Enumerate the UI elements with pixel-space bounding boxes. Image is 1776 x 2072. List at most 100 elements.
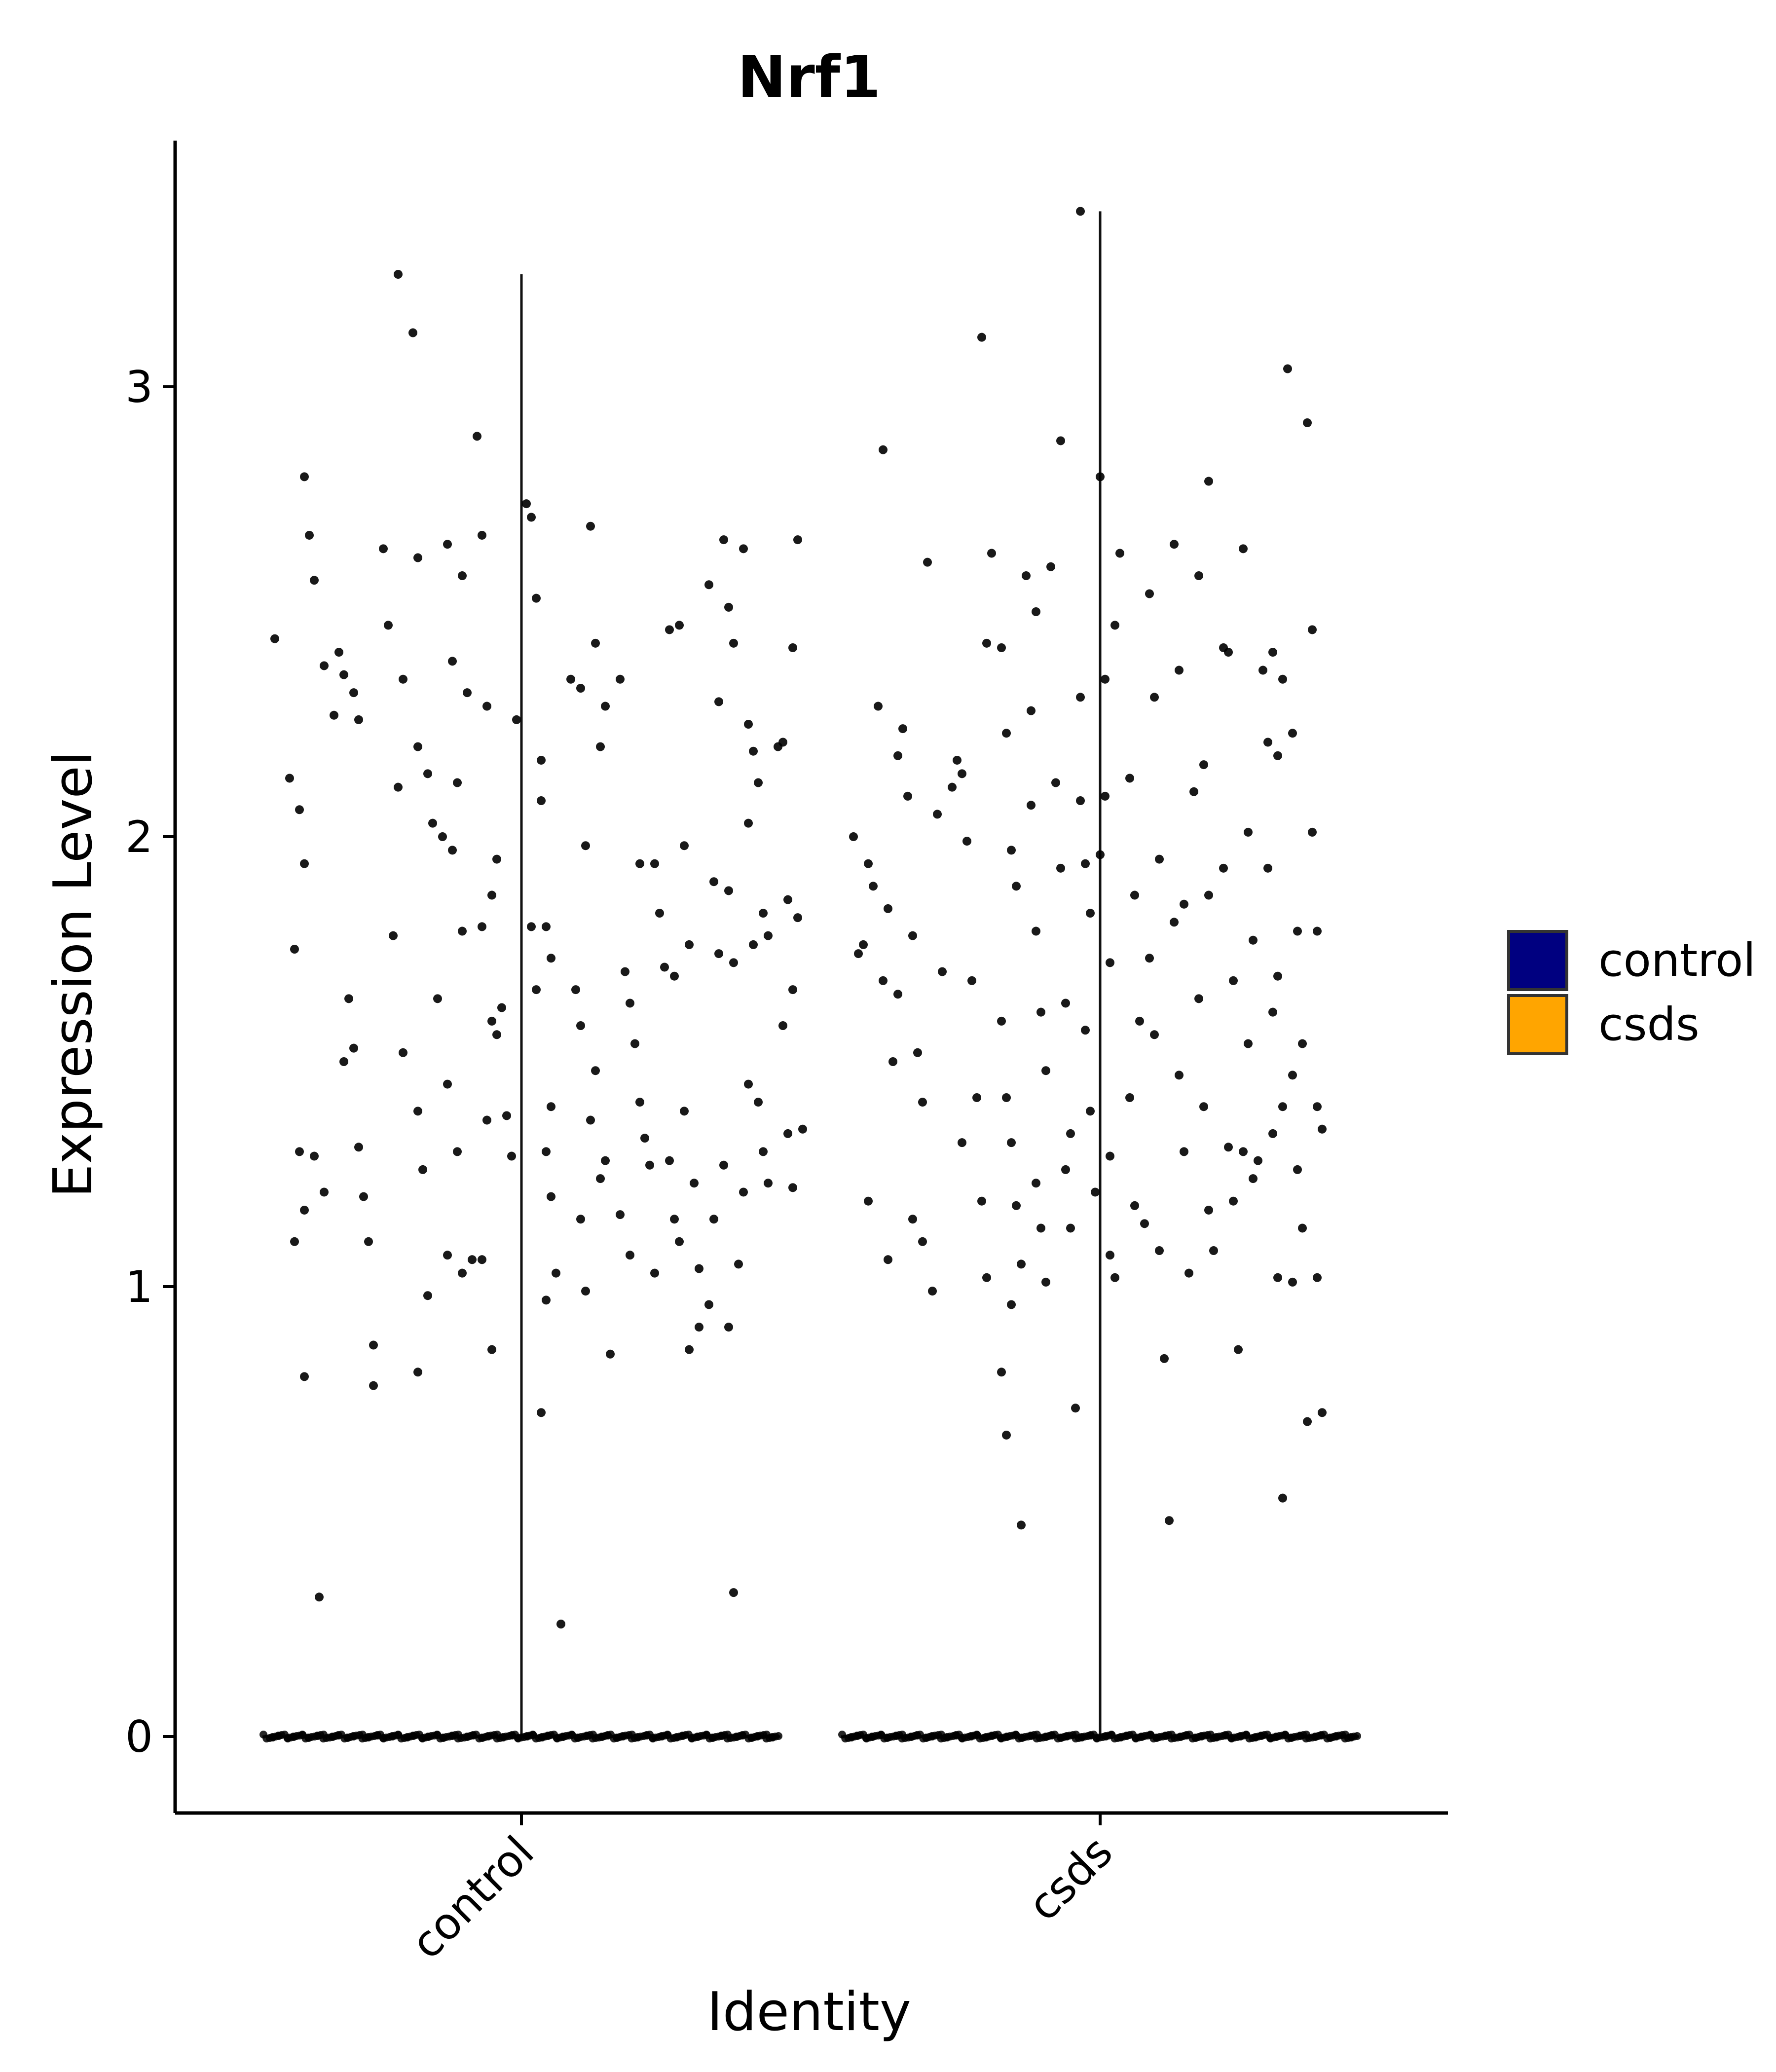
zero-band-csds — [838, 1731, 1361, 1742]
data-point — [1254, 1156, 1262, 1165]
data-point — [290, 1237, 299, 1246]
data-point — [468, 1255, 477, 1264]
data-point — [285, 774, 294, 783]
y-tick-label: 0 — [125, 1711, 153, 1762]
data-point — [1298, 1223, 1307, 1233]
y-tick-label: 3 — [125, 362, 153, 412]
data-point — [601, 702, 610, 711]
data-point — [1056, 436, 1065, 445]
data-point — [542, 1147, 551, 1156]
data-point — [744, 818, 753, 828]
plot-area — [262, 211, 1359, 1738]
data-point — [626, 1251, 634, 1260]
data-point — [1308, 625, 1317, 634]
data-point — [1032, 607, 1040, 616]
data-point — [295, 1147, 304, 1156]
data-point — [739, 544, 748, 554]
data-point — [640, 1134, 649, 1143]
data-point — [724, 1323, 733, 1332]
data-point — [512, 715, 521, 724]
data-point — [918, 1237, 927, 1246]
data-point — [537, 796, 546, 806]
data-point — [379, 544, 388, 554]
data-point — [1278, 1493, 1287, 1503]
data-point — [1180, 899, 1188, 909]
data-point — [704, 580, 713, 590]
data-point — [1273, 971, 1282, 981]
data-point — [695, 1323, 703, 1332]
data-point — [1273, 1273, 1282, 1282]
data-point — [685, 1345, 694, 1354]
data-point — [1313, 1102, 1322, 1111]
points-csds — [849, 207, 1327, 1530]
data-point — [339, 670, 348, 679]
data-point — [903, 791, 912, 801]
data-point — [542, 922, 551, 931]
data-point — [709, 1215, 718, 1224]
legend-swatch-control — [1507, 930, 1568, 991]
data-point — [759, 1147, 768, 1156]
data-point — [982, 1273, 991, 1282]
data-point — [1204, 1205, 1213, 1215]
data-point — [650, 1268, 659, 1278]
data-point — [1170, 540, 1179, 549]
data-point — [1263, 738, 1272, 747]
points-control — [270, 270, 807, 1628]
data-point — [522, 499, 531, 509]
data-point — [987, 549, 996, 558]
data-point — [1115, 549, 1124, 558]
data-point — [413, 1107, 422, 1116]
data-point — [749, 940, 758, 949]
data-point — [1150, 1030, 1159, 1039]
data-point — [1007, 846, 1016, 855]
data-point — [1180, 1147, 1188, 1156]
data-point — [571, 985, 580, 995]
data-point — [1041, 1277, 1050, 1287]
data-point — [586, 521, 595, 531]
data-point — [443, 540, 452, 549]
data-point — [300, 859, 309, 868]
data-point — [300, 472, 309, 481]
data-point — [680, 841, 689, 851]
legend: control csds — [1507, 930, 1756, 1055]
data-point — [413, 553, 422, 562]
data-point — [1096, 472, 1105, 481]
data-point — [616, 1210, 625, 1220]
data-point — [591, 638, 600, 648]
data-point — [1130, 1201, 1139, 1210]
legend-label-control: control — [1598, 934, 1756, 987]
data-point — [300, 1205, 309, 1215]
data-point — [1046, 562, 1055, 571]
data-point — [408, 328, 417, 337]
data-point — [1036, 1007, 1045, 1017]
data-point — [1268, 1007, 1277, 1017]
data-point — [1199, 760, 1208, 770]
data-point — [1027, 801, 1036, 810]
data-point — [1130, 890, 1139, 900]
data-point — [1002, 1093, 1011, 1102]
data-point — [793, 913, 802, 923]
data-point — [344, 994, 353, 1003]
data-point — [1081, 1026, 1090, 1035]
data-point — [463, 688, 472, 698]
data-point — [854, 949, 863, 959]
data-point — [1061, 999, 1070, 1008]
data-point — [1298, 1039, 1307, 1048]
data-point — [754, 778, 763, 787]
data-point — [1249, 935, 1258, 945]
legend-swatch-csds — [1507, 994, 1568, 1055]
data-point — [1012, 1201, 1021, 1210]
data-point — [1017, 1259, 1026, 1269]
data-point — [1189, 787, 1198, 796]
data-point — [1106, 958, 1114, 967]
data-point — [1032, 926, 1040, 936]
data-point — [714, 949, 723, 959]
data-point — [576, 1021, 585, 1031]
data-point — [635, 859, 644, 868]
data-point — [1258, 666, 1267, 675]
data-point — [749, 746, 758, 756]
data-point — [310, 576, 319, 585]
data-point — [586, 1115, 595, 1125]
data-point — [458, 926, 467, 936]
data-point — [1017, 1520, 1026, 1530]
